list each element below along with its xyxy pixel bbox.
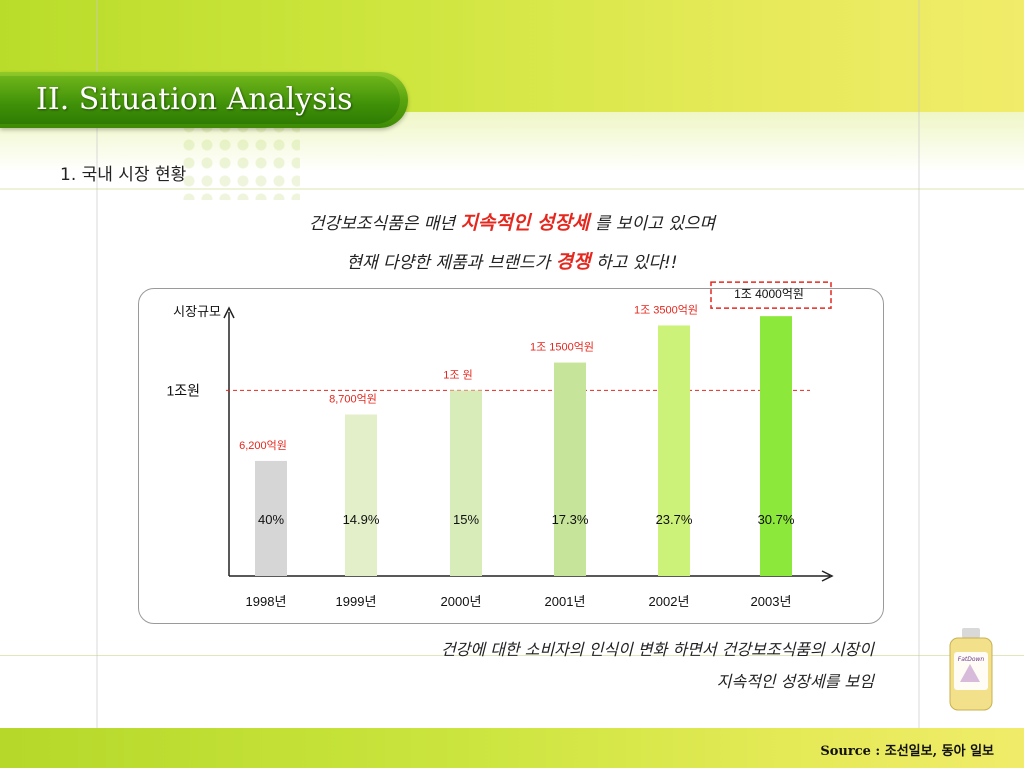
bar-2000년 [450, 390, 482, 576]
bar-value-label: 1조 3500억원 [634, 303, 698, 316]
growth-label: 17.3% [552, 512, 589, 527]
bar-1998년 [255, 460, 287, 576]
reference-label: 1조원 [166, 382, 200, 398]
product-bottle-image: FatDown [949, 628, 993, 711]
bar-value-label: 8,700억원 [329, 393, 377, 406]
x-tick-label: 1998년 [246, 594, 287, 609]
x-tick-label: 2003년 [751, 594, 792, 609]
highlight-box [710, 281, 832, 309]
decorative-vertical-line [96, 0, 98, 768]
section-heading: 1. 국내 시장 현황 [60, 165, 187, 185]
growth-label: 14.9% [343, 512, 380, 527]
y-axis-arrow [223, 306, 235, 319]
conclusion-line-1: 건강에 대한 소비자의 인식이 변화 하면서 건강보조식품의 시장이 [440, 640, 874, 659]
bar-2002년 [658, 325, 690, 576]
conclusion-line-2: 지속적인 성장세를 보임 [716, 672, 874, 691]
decorative-horizontal-line [0, 188, 1024, 190]
bottom-background-band [0, 728, 1024, 768]
product-brand-text: FatDown [958, 656, 985, 663]
bar-1999년 [345, 414, 377, 576]
bar-value-label: 1조 1500억원 [530, 341, 594, 354]
bar-2001년 [554, 362, 586, 576]
bar-2003년 [760, 316, 792, 576]
x-axis-arrow [821, 570, 834, 582]
intro-emphasis: 경쟁 [555, 251, 591, 273]
growth-label: 23.7% [656, 512, 693, 527]
decorative-horizontal-line [0, 655, 1024, 656]
intro-line-2: 현재 다양한 제품과 브랜드가 경쟁 하고 있다!! [0, 247, 1024, 274]
intro-text: 하고 있다!! [590, 253, 678, 273]
x-tick-label: 1999년 [336, 594, 377, 609]
x-tick-label: 2002년 [649, 594, 690, 609]
intro-text: 현재 다양한 제품과 브랜드가 [346, 253, 556, 273]
growth-label: 15% [453, 512, 479, 527]
y-axis-label: 시장규모 [173, 304, 221, 319]
intro-emphasis: 지속적인 성장세 [460, 212, 590, 234]
x-tick-label: 2001년 [545, 594, 586, 609]
intro-text: 건강보조식품은 매년 [308, 214, 461, 234]
x-tick-label: 2000년 [441, 594, 482, 609]
bar-value-label: 1조 4000억원 [734, 287, 804, 301]
growth-label: 40% [258, 512, 284, 527]
title-tab-inner [0, 76, 400, 124]
source-note: Source : 조선일보, 동아 일보 [820, 744, 994, 759]
bar-value-label: 1조 원 [443, 368, 472, 381]
growth-label: 30.7% [758, 512, 795, 527]
decorative-vertical-line [918, 0, 920, 768]
intro-line-1: 건강보조식품은 매년 지속적인 성장세 를 보이고 있으며 [0, 208, 1024, 235]
bar-value-label: 6,200억원 [239, 439, 287, 452]
intro-text: 를 보이고 있으며 [589, 214, 716, 234]
page-title: II. Situation Analysis [36, 82, 353, 117]
